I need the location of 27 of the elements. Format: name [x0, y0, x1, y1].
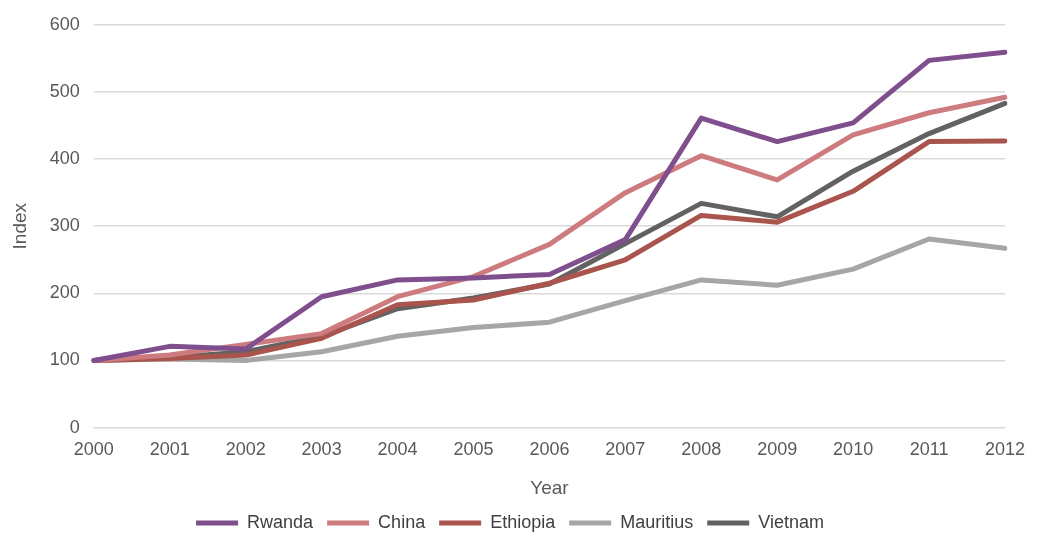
x-tick-label: 2006 [529, 439, 570, 460]
x-tick-label: 2012 [984, 439, 1025, 460]
x-tick-label: 2002 [225, 439, 266, 460]
x-tick-label: 2011 [909, 439, 949, 460]
y-axis-title: Index [8, 202, 30, 250]
legend-label: China [378, 511, 427, 532]
x-tick-label: 2007 [605, 439, 646, 460]
x-tick-label: 2004 [377, 439, 418, 460]
x-tick-label: 2008 [681, 439, 722, 460]
legend-label: Rwanda [247, 511, 315, 532]
legend-label: Ethiopia [490, 511, 557, 532]
x-tick-label: 2001 [149, 439, 190, 460]
y-tick-label: 300 [49, 215, 80, 236]
legend-label: Vietnam [758, 511, 824, 532]
y-tick-label: 200 [49, 282, 80, 303]
y-tick-label: 600 [49, 13, 80, 34]
x-axis-title: Year [530, 476, 570, 498]
y-tick-label: 0 [69, 416, 80, 437]
x-tick-label: 2000 [73, 439, 114, 460]
y-tick-label: 100 [49, 349, 80, 370]
x-tick-label: 2010 [833, 439, 874, 460]
x-tick-label: 2005 [453, 439, 494, 460]
y-tick-label: 500 [49, 80, 80, 101]
legend-label: Mauritius [620, 511, 694, 532]
x-tick-label: 2009 [757, 439, 798, 460]
x-tick-label: 2003 [301, 439, 342, 460]
y-tick-label: 400 [49, 148, 80, 169]
